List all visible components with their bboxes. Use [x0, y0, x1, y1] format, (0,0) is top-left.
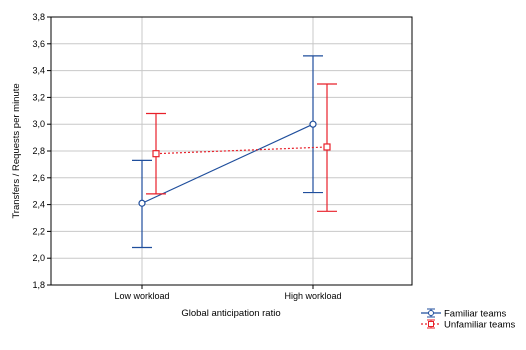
series-unfamiliar-teams: [146, 83, 337, 212]
y-tick-label: 1,8: [32, 280, 45, 290]
legend-item: Familiar teams: [421, 308, 507, 320]
y-tick-label: 2,8: [32, 146, 45, 156]
legend-item: Unfamiliar teams: [421, 319, 516, 331]
y-tick-label: 3,8: [32, 12, 45, 22]
y-tick-label: 3,6: [32, 39, 45, 49]
series-line: [141, 123, 314, 204]
y-tick-label: 3,2: [32, 92, 45, 102]
y-tick-label: 2,4: [32, 200, 45, 210]
series-group: [132, 55, 337, 249]
x-tick-label: High workload: [284, 291, 341, 301]
y-axis-ticks: 1,8 2,0 2,2 2,4 2,6 2,8 3,0 3,2 3,4 3,6 3,8: [32, 12, 51, 290]
data-point-circle: [309, 120, 317, 128]
series-line: [155, 146, 328, 155]
legend-marker-square: [428, 321, 434, 327]
x-axis-ticks: Low workload High workload: [114, 285, 342, 301]
data-point-square: [323, 143, 331, 151]
y-tick-label: 2,6: [32, 173, 45, 183]
y-tick-label: 3,4: [32, 66, 45, 76]
y-tick-label: 2,2: [32, 226, 45, 236]
grid-lines: [51, 17, 412, 285]
y-tick-label: 3,0: [32, 119, 45, 129]
data-point-circle: [138, 199, 146, 207]
series-familiar-teams: [132, 55, 323, 249]
x-tick-label: Low workload: [114, 291, 169, 301]
legend-marker-circle: [428, 310, 434, 316]
y-tick-label: 2,0: [32, 253, 45, 263]
data-point-square: [152, 150, 160, 158]
x-axis-title: Global anticipation ratio: [181, 308, 280, 319]
legend-label: Familiar teams: [444, 309, 507, 320]
y-axis-title: Transfers / Requests per minute: [11, 83, 22, 218]
legend-label: Unfamiliar teams: [444, 320, 516, 331]
